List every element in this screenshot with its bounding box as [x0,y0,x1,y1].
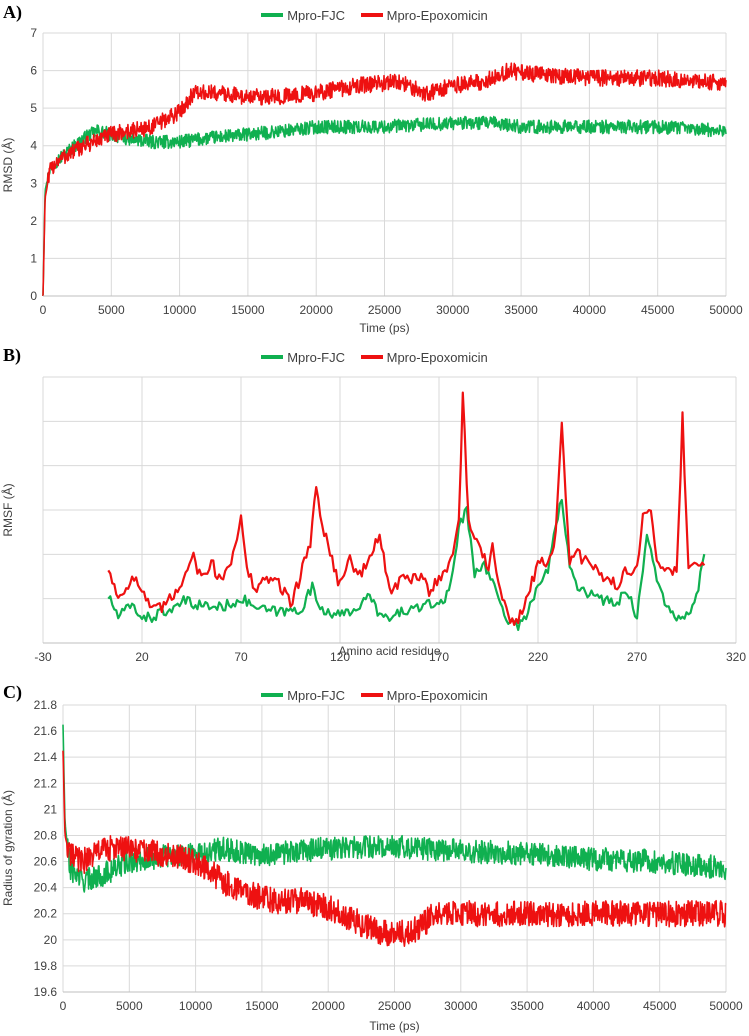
x-tick-label: 30000 [444,999,478,1013]
x-tick-label: 40000 [573,303,607,317]
x-tick-label: 320 [726,650,746,664]
y-tick-label: 0 [30,289,37,303]
y-tick-label: 4 [30,139,37,153]
rmsf-chart: -30 20 70 120 170 220 270 320 Amino acid residue… [0,376,746,664]
y-axis-title: RMSF (Å) [0,483,15,536]
y-tick-label: 1 [30,251,37,265]
x-tick-label: 35000 [510,999,544,1013]
x-tick-label: 220 [528,650,548,664]
rmsd-chart: 0 1 2 3 4 5 6 7 0 5000 10000 15000 20000 25000 30000 35… [0,26,743,335]
legend-item-fjc: Mpro-FJC [261,688,345,703]
legend-swatch-fjc [261,13,284,17]
x-tick-label: 15000 [245,999,279,1013]
y-tick-label: 6 [30,64,37,78]
legend-b: Mpro-FJC Mpro-Epoxomicin [0,347,749,365]
legend-c: Mpro-FJC Mpro-Epoxomicin [0,685,749,703]
legend-label-epoxomicin: Mpro-Epoxomicin [386,349,488,365]
legend-item-epoxomicin: Mpro-Epoxomicin [360,7,488,23]
panel-a: A) Mpro-FJC Mpro-Epoxomicin 0 1 2 3 4 5 6 7 0 500… [0,0,749,340]
panel-b: B) Mpro-FJC Mpro-Epoxomicin -30 20 70 120 17… [0,340,749,680]
legend-swatch-epoxomicin [360,355,383,359]
x-tick-label: -30 [34,650,52,664]
y-axis-title: Radius of gyration (Å) [0,790,15,906]
series-line-mpro-epoxomicin [62,750,727,947]
x-axis-title: Time (ps) [369,1019,419,1033]
legend-swatch-epoxomicin [360,13,383,17]
y-tick-label: 20 [44,933,58,947]
x-tick-label: 25000 [368,303,402,317]
legend-item-epoxomicin: Mpro-Epoxomicin [360,349,488,365]
x-tick-label: 35000 [504,303,538,317]
legend-label-fjc: Mpro-FJC [287,7,345,23]
x-axis-title: Time (ps) [359,321,409,335]
legend-swatch-epoxomicin [360,693,383,697]
x-tick-label: 20000 [300,303,334,317]
x-tick-label: 120 [330,650,350,664]
x-tick-label: 20 [135,650,149,664]
legend-item-fjc: Mpro-FJC [261,8,345,23]
legend-item-epoxomicin: Mpro-Epoxomicin [360,687,488,703]
series-line-mpro-epoxomicin [107,391,706,626]
legend-swatch-fjc [261,693,284,697]
x-tick-label: 0 [60,999,67,1013]
y-tick-label: 21 [44,802,58,816]
radius-of-gyration-chart: 19.6 19.8 20 20.2 20.4 20.6 20.8 21 21.2 21.4 21.6… [0,698,743,1033]
x-tick-label: 50000 [709,999,743,1013]
y-tick-label: 19.6 [34,985,58,999]
x-tick-label: 30000 [436,303,470,317]
x-tick-label: 50000 [709,303,743,317]
legend-label-epoxomicin: Mpro-Epoxomicin [386,687,488,703]
panel-label-a: A) [3,2,22,22]
x-axis-title: Amino acid residue [338,644,440,658]
legend-label-fjc: Mpro-FJC [287,687,345,703]
x-tick-label: 20000 [312,999,346,1013]
x-tick-label: 70 [234,650,248,664]
legend-item-fjc: Mpro-FJC [261,350,345,365]
x-tick-label: 0 [40,303,47,317]
series-line-mpro-fjc [42,115,727,297]
x-tick-label: 10000 [163,303,197,317]
x-tick-label: 10000 [179,999,213,1013]
panel-c: C) Mpro-FJC Mpro-Epoxomicin 19.6 19.8 20 20… [0,680,749,1036]
x-tick-label: 15000 [231,303,265,317]
panel-label-b: B) [3,345,21,365]
panel-label-c: C) [3,682,22,702]
y-tick-label: 7 [30,26,37,40]
y-tick-label: 21.6 [34,724,58,738]
x-tick-label: 45000 [641,303,675,317]
series-line-mpro-epoxomicin [42,62,727,297]
legend-label-fjc: Mpro-FJC [287,349,345,365]
x-tick-label: 40000 [577,999,611,1013]
y-tick-label: 21.4 [34,750,58,764]
y-tick-label: 3 [30,176,37,190]
y-tick-label: 20.8 [34,828,58,842]
legend-label-epoxomicin: Mpro-Epoxomicin [386,7,488,23]
series-line-mpro-fjc [107,498,706,631]
x-tick-label: 45000 [643,999,677,1013]
y-tick-label: 20.6 [34,855,58,869]
x-tick-label: 170 [429,650,449,664]
y-axis-title: RMSD (Å) [0,138,15,193]
x-tick-label: 25000 [378,999,412,1013]
y-tick-label: 20.2 [34,907,58,921]
y-tick-label: 5 [30,101,37,115]
x-tick-label: 5000 [116,999,143,1013]
y-tick-label: 20.4 [34,881,58,895]
legend-a: Mpro-FJC Mpro-Epoxomicin [0,5,749,23]
y-tick-label: 2 [30,214,37,228]
y-tick-label: 21.8 [34,698,58,712]
legend-swatch-fjc [261,355,284,359]
x-tick-label: 5000 [98,303,125,317]
y-tick-label: 19.8 [34,959,58,973]
y-tick-label: 21.2 [34,776,58,790]
x-tick-label: 270 [627,650,647,664]
